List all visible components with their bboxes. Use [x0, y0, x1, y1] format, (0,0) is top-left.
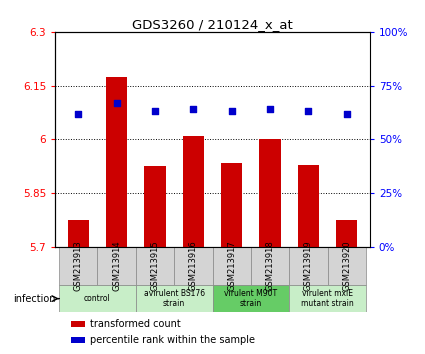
Bar [144, 166, 165, 247]
Bar [136, 285, 212, 312]
Text: GSM213920: GSM213920 [342, 241, 351, 291]
Polygon shape [136, 247, 174, 285]
Bar [59, 285, 136, 312]
Point [266, 107, 273, 112]
Text: virulent mxiE
mutant strain: virulent mxiE mutant strain [301, 289, 354, 308]
Title: GDS3260 / 210124_x_at: GDS3260 / 210124_x_at [132, 18, 293, 31]
Text: control: control [84, 294, 111, 303]
Text: GSM213913: GSM213913 [74, 241, 83, 291]
Text: percentile rank within the sample: percentile rank within the sample [90, 335, 255, 346]
Point [113, 100, 120, 106]
Bar [106, 77, 127, 247]
Point [152, 109, 159, 114]
Bar [68, 220, 89, 247]
Text: GSM213914: GSM213914 [112, 241, 121, 291]
Polygon shape [97, 247, 136, 285]
Bar [289, 285, 366, 312]
Text: GSM213917: GSM213917 [227, 241, 236, 291]
Bar [183, 136, 204, 247]
Text: transformed count: transformed count [90, 319, 181, 329]
Bar [71, 321, 85, 327]
Text: GSM213919: GSM213919 [304, 241, 313, 291]
Bar [221, 163, 242, 247]
Point [190, 107, 197, 112]
Polygon shape [212, 247, 251, 285]
Polygon shape [289, 247, 328, 285]
Bar [260, 139, 280, 247]
Point [228, 109, 235, 114]
Point [305, 109, 312, 114]
Bar [212, 285, 289, 312]
Polygon shape [251, 247, 289, 285]
Bar [71, 337, 85, 343]
Polygon shape [59, 247, 97, 285]
Polygon shape [328, 247, 366, 285]
Text: GSM213918: GSM213918 [266, 241, 275, 291]
Text: GSM213915: GSM213915 [150, 241, 159, 291]
Text: infection: infection [13, 293, 56, 304]
Polygon shape [174, 247, 212, 285]
Bar [298, 165, 319, 247]
Text: virulent M90T
strain: virulent M90T strain [224, 289, 278, 308]
Text: GSM213916: GSM213916 [189, 241, 198, 291]
Text: avirulent BS176
strain: avirulent BS176 strain [144, 289, 205, 308]
Point [343, 111, 350, 116]
Point [75, 111, 82, 116]
Bar [336, 220, 357, 247]
